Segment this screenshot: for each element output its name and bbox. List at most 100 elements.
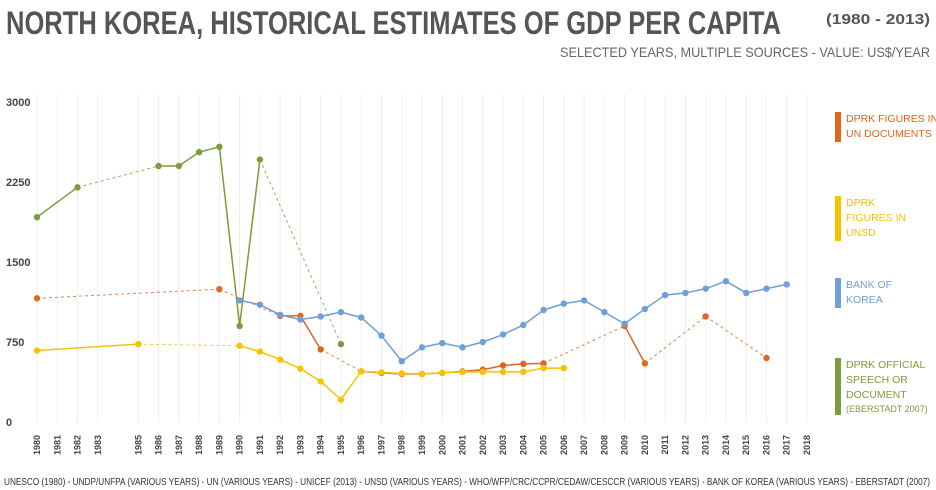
data-point: [317, 313, 324, 320]
x-tick-label: 2002: [478, 435, 488, 455]
x-tick-label: 1987: [174, 435, 184, 455]
x-tick-label: 1990: [235, 435, 245, 455]
data-point: [33, 347, 41, 354]
sources: UNESCO (1980) - UNDP/UNFPA (VARIOUS YEAR…: [4, 477, 930, 488]
series-line: [36, 343, 139, 352]
x-tick-label: 2006: [559, 435, 569, 455]
title-note: (1980 - 2013): [826, 11, 930, 28]
data-point: [540, 306, 547, 314]
y-tick-label: 2250: [6, 177, 30, 189]
data-point: [702, 313, 709, 320]
data-point: [236, 297, 243, 304]
x-tick-label: 2009: [620, 435, 630, 455]
x-tick-label: 1985: [133, 435, 143, 455]
data-point: [520, 368, 527, 376]
data-point: [216, 286, 223, 293]
data-point: [195, 148, 203, 156]
data-point: [378, 332, 385, 339]
data-point: [601, 308, 608, 316]
data-point: [783, 281, 790, 288]
data-point: [135, 340, 142, 348]
data-point: [236, 322, 243, 330]
data-point: [358, 314, 365, 321]
x-tick-label: 1997: [376, 435, 386, 455]
x-tick-label: 1993: [295, 435, 305, 455]
data-point: [641, 305, 649, 313]
data-point: [337, 340, 345, 348]
data-point: [317, 346, 324, 353]
data-point: [216, 143, 223, 150]
y-tick-label: 0: [6, 417, 12, 429]
x-tick-label: 1996: [356, 435, 366, 455]
gap-bridge: [644, 316, 706, 364]
gap-bridge: [36, 288, 220, 299]
legend-item: DPRK FIGURES IN UNSD: [835, 196, 921, 241]
x-tick-label: 2004: [518, 435, 528, 455]
data-point: [398, 370, 405, 377]
data-point: [256, 156, 264, 163]
x-tick-label: 1995: [336, 435, 346, 455]
series-line: [239, 280, 787, 363]
data-point: [418, 344, 426, 351]
x-tick-label: 1998: [397, 435, 407, 455]
legend-source: (EBERSTADT 2007): [846, 404, 928, 414]
series-line: [158, 145, 261, 327]
data-point: [499, 331, 507, 338]
data-point: [337, 308, 345, 316]
legend-label: DPRK FIGURES IN UNSD: [846, 197, 907, 239]
data-point: [763, 285, 770, 292]
x-tick-label: 1994: [316, 435, 326, 455]
subtitle: SELECTED YEARS, MULTIPLE SOURCES - VALUE…: [560, 44, 930, 60]
legend-label: BANK OF KOREA: [846, 279, 893, 306]
data-point: [337, 396, 345, 403]
gap-bridge: [705, 315, 767, 359]
data-point: [743, 289, 750, 297]
x-tick-label: 2013: [701, 435, 711, 455]
data-point: [175, 162, 183, 170]
data-point: [358, 368, 365, 375]
x-tick-label: 2012: [680, 435, 690, 455]
gap-bridge: [219, 288, 281, 317]
data-point: [33, 295, 41, 302]
data-point: [459, 344, 466, 351]
x-tick-label: 1999: [417, 435, 427, 455]
gap-bridge: [543, 325, 625, 364]
x-tick-label: 1991: [255, 435, 265, 455]
data-point: [33, 214, 41, 221]
data-point: [682, 289, 689, 297]
data-point: [499, 368, 507, 376]
data-point: [641, 360, 649, 367]
data-point: [499, 362, 507, 369]
data-point: [276, 356, 284, 363]
data-point: [74, 184, 81, 191]
data-point: [702, 285, 709, 292]
data-point: [378, 369, 385, 376]
data-point: [621, 320, 628, 328]
data-point: [580, 297, 588, 304]
data-point: [560, 300, 568, 307]
gap-bridge: [77, 165, 159, 188]
x-tick-label: 2005: [539, 435, 549, 455]
data-point: [236, 342, 243, 349]
x-tick-label: 1981: [52, 435, 62, 455]
legend-label: DPRK OFFICIAL SPEECH OR DOCUMENT: [846, 359, 925, 401]
x-tick-label: 1989: [214, 435, 224, 455]
x-tick-label: 1980: [32, 435, 42, 455]
data-point: [520, 360, 527, 368]
x-tick-label: 2008: [599, 435, 609, 455]
data-point: [540, 364, 547, 372]
x-tick-label: 1988: [194, 435, 204, 455]
series-line: [623, 325, 646, 364]
data-point: [317, 378, 324, 385]
data-point: [256, 348, 264, 355]
y-tick-label: 1500: [6, 257, 30, 269]
x-tick-label: 2000: [437, 435, 447, 455]
data-point: [722, 278, 730, 285]
x-tick-label: 1982: [73, 435, 83, 455]
x-tick-label: 1983: [93, 435, 103, 455]
legend-item: DPRK OFFICIAL SPEECH OR DOCUMENT (EBERSTA…: [835, 358, 936, 415]
x-tick-label: 2016: [761, 435, 771, 455]
chart-title: NORTH KOREA, HISTORICAL ESTIMATES OF GDP…: [6, 5, 781, 41]
